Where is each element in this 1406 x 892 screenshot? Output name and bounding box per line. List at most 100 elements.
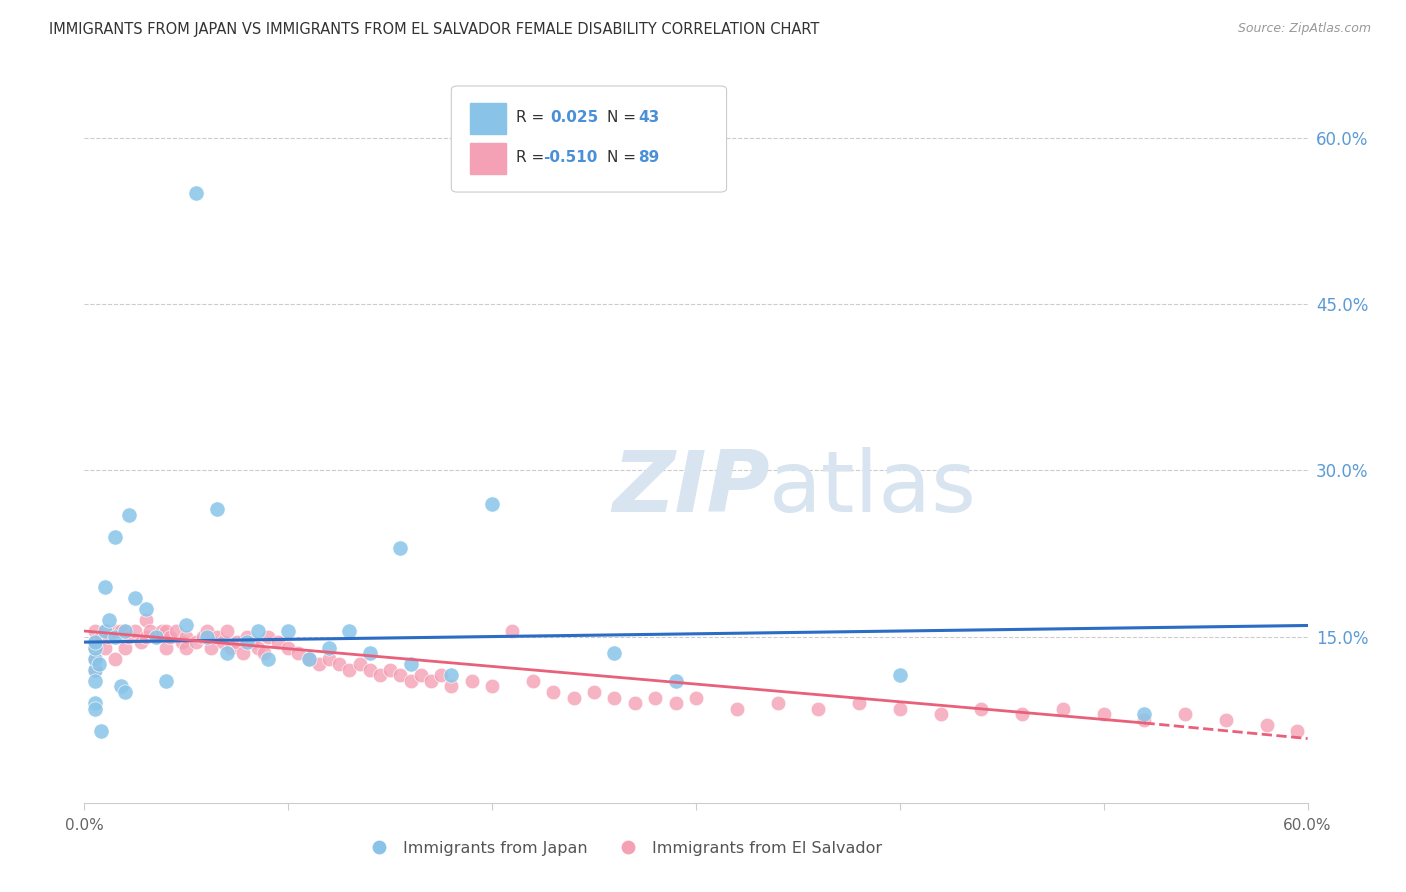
- Point: [104, 530, 127, 544]
- Point: [236, 635, 259, 649]
- Point: [1011, 707, 1033, 722]
- Point: [155, 673, 177, 688]
- Point: [502, 624, 524, 638]
- Point: [889, 701, 911, 715]
- Point: [135, 602, 157, 616]
- Point: [165, 624, 187, 638]
- Point: [135, 630, 157, 644]
- Point: [174, 630, 197, 644]
- Point: [389, 541, 412, 555]
- Point: [308, 657, 330, 672]
- Point: [186, 635, 208, 649]
- Text: Source: ZipAtlas.com: Source: ZipAtlas.com: [1237, 22, 1371, 36]
- Point: [232, 646, 254, 660]
- Point: [83, 663, 105, 677]
- Point: [1256, 718, 1278, 732]
- Point: [172, 635, 194, 649]
- Point: [83, 663, 105, 677]
- Point: [277, 624, 299, 638]
- Point: [240, 635, 263, 649]
- Point: [83, 635, 105, 649]
- Point: [236, 630, 259, 644]
- Text: N =: N =: [606, 150, 641, 165]
- Point: [440, 680, 463, 694]
- Point: [583, 685, 606, 699]
- Point: [665, 696, 688, 710]
- Point: [1092, 707, 1115, 722]
- FancyBboxPatch shape: [451, 86, 727, 192]
- Point: [624, 696, 647, 710]
- Text: R =: R =: [516, 150, 550, 165]
- Point: [104, 624, 127, 638]
- Point: [298, 651, 321, 665]
- Point: [124, 591, 146, 605]
- Point: [246, 624, 269, 638]
- Point: [725, 701, 748, 715]
- Point: [200, 640, 222, 655]
- Point: [368, 668, 391, 682]
- Point: [685, 690, 707, 705]
- Point: [807, 701, 830, 715]
- Point: [114, 640, 136, 655]
- Point: [217, 646, 239, 660]
- Point: [318, 651, 340, 665]
- Point: [145, 630, 167, 644]
- Point: [246, 640, 269, 655]
- Point: [1133, 713, 1156, 727]
- Point: [195, 630, 218, 644]
- Bar: [470, 143, 506, 174]
- Point: [93, 624, 115, 638]
- Point: [522, 673, 544, 688]
- Point: [461, 673, 484, 688]
- Point: [1286, 723, 1309, 738]
- Point: [118, 508, 141, 522]
- Point: [349, 657, 371, 672]
- Point: [110, 680, 132, 694]
- Text: 43: 43: [638, 110, 659, 125]
- Point: [118, 630, 141, 644]
- Point: [205, 502, 228, 516]
- Point: [87, 657, 110, 672]
- Text: -0.510: -0.510: [543, 150, 598, 165]
- Point: [1133, 707, 1156, 722]
- Point: [124, 624, 146, 638]
- Point: [93, 640, 115, 655]
- Text: N =: N =: [606, 110, 641, 125]
- Point: [359, 663, 381, 677]
- Point: [145, 630, 167, 644]
- Point: [186, 186, 208, 201]
- Point: [174, 618, 197, 632]
- Point: [409, 668, 432, 682]
- Point: [562, 690, 585, 705]
- Point: [277, 640, 299, 655]
- Point: [83, 701, 105, 715]
- Point: [90, 630, 112, 644]
- Point: [430, 668, 453, 682]
- Point: [83, 651, 105, 665]
- Point: [389, 668, 412, 682]
- Point: [159, 630, 181, 644]
- Point: [174, 640, 197, 655]
- Point: [644, 690, 666, 705]
- Point: [1215, 713, 1237, 727]
- Point: [114, 624, 136, 638]
- Point: [481, 680, 503, 694]
- Point: [253, 646, 276, 660]
- Point: [257, 630, 280, 644]
- Point: [603, 646, 626, 660]
- Point: [83, 696, 105, 710]
- Point: [83, 640, 105, 655]
- Point: [138, 624, 160, 638]
- Point: [90, 723, 112, 738]
- Point: [93, 580, 115, 594]
- Point: [766, 696, 789, 710]
- Text: atlas: atlas: [769, 447, 977, 530]
- Point: [131, 635, 153, 649]
- Legend: Immigrants from Japan, Immigrants from El Salvador: Immigrants from Japan, Immigrants from E…: [357, 834, 889, 862]
- Point: [1174, 707, 1197, 722]
- Point: [287, 646, 309, 660]
- Point: [217, 624, 239, 638]
- Point: [97, 613, 120, 627]
- Point: [114, 685, 136, 699]
- Point: [440, 668, 463, 682]
